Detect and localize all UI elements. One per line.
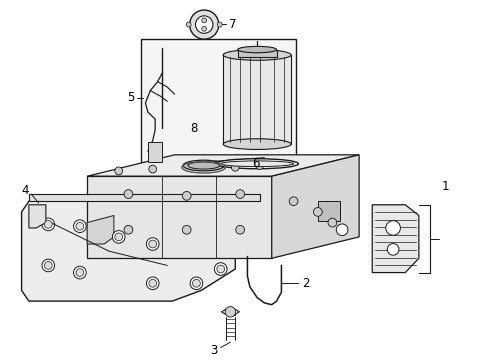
Ellipse shape <box>238 46 276 53</box>
Ellipse shape <box>223 139 291 149</box>
Polygon shape <box>29 194 260 201</box>
Ellipse shape <box>216 159 298 169</box>
Circle shape <box>225 307 236 317</box>
Circle shape <box>190 10 219 39</box>
Circle shape <box>112 230 125 243</box>
Polygon shape <box>223 55 291 144</box>
Circle shape <box>147 277 159 289</box>
Text: 5: 5 <box>127 91 135 104</box>
Circle shape <box>202 26 207 31</box>
Polygon shape <box>148 142 163 162</box>
Circle shape <box>42 259 54 272</box>
Ellipse shape <box>188 162 220 169</box>
Circle shape <box>74 220 86 233</box>
Polygon shape <box>141 39 296 173</box>
Ellipse shape <box>183 160 224 171</box>
Text: 6: 6 <box>252 157 260 170</box>
Circle shape <box>231 163 239 171</box>
Polygon shape <box>87 216 114 244</box>
Circle shape <box>124 190 133 198</box>
Circle shape <box>202 18 207 23</box>
Circle shape <box>387 244 399 255</box>
Circle shape <box>76 269 84 276</box>
Circle shape <box>149 165 157 173</box>
Circle shape <box>193 279 200 287</box>
Circle shape <box>217 265 224 273</box>
Circle shape <box>236 225 245 234</box>
Circle shape <box>45 221 52 228</box>
Circle shape <box>74 266 86 279</box>
Circle shape <box>124 225 133 234</box>
Circle shape <box>147 238 159 250</box>
Circle shape <box>289 197 298 206</box>
Circle shape <box>42 218 54 231</box>
Circle shape <box>76 222 84 230</box>
Polygon shape <box>87 176 272 258</box>
Ellipse shape <box>223 50 291 60</box>
Polygon shape <box>238 50 276 57</box>
Polygon shape <box>87 155 359 176</box>
Circle shape <box>115 233 122 241</box>
Circle shape <box>149 240 157 248</box>
Circle shape <box>186 22 191 27</box>
Circle shape <box>314 208 322 216</box>
Text: 4: 4 <box>22 184 29 197</box>
Polygon shape <box>318 201 340 221</box>
Circle shape <box>182 225 191 234</box>
Circle shape <box>115 167 122 175</box>
Polygon shape <box>372 205 419 273</box>
Circle shape <box>182 192 191 200</box>
Circle shape <box>45 262 52 269</box>
Polygon shape <box>22 201 260 301</box>
Ellipse shape <box>220 161 294 167</box>
Text: 2: 2 <box>302 277 310 290</box>
Circle shape <box>256 162 264 170</box>
Text: 3: 3 <box>210 344 217 357</box>
Circle shape <box>328 218 337 227</box>
Circle shape <box>336 224 348 235</box>
Text: 1: 1 <box>441 180 449 193</box>
Polygon shape <box>29 205 46 228</box>
Text: 7: 7 <box>229 18 237 31</box>
Circle shape <box>236 190 245 198</box>
Circle shape <box>215 263 227 275</box>
Circle shape <box>190 277 203 289</box>
Circle shape <box>218 22 222 27</box>
Text: 8: 8 <box>190 122 197 135</box>
Circle shape <box>196 16 213 33</box>
Circle shape <box>149 279 157 287</box>
Circle shape <box>386 221 400 235</box>
Polygon shape <box>272 155 359 258</box>
